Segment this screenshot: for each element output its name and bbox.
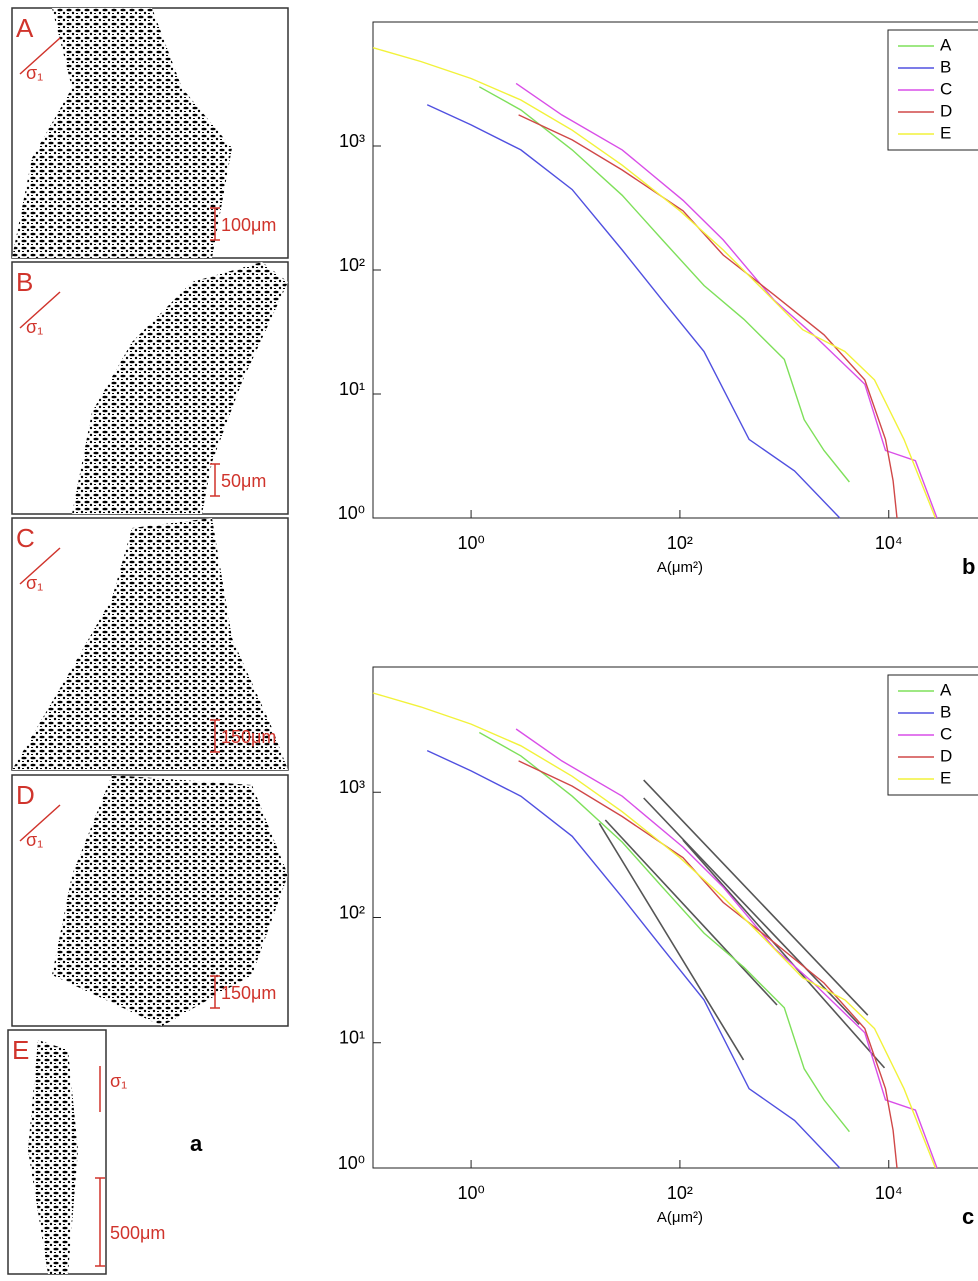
image-label: A (16, 13, 34, 43)
micrograph (28, 1040, 78, 1274)
image-label: E (12, 1035, 29, 1065)
legend-label: C (940, 724, 952, 743)
y-tick-label: 10³ (339, 131, 365, 151)
micrograph (72, 262, 288, 514)
image-label: B (16, 267, 33, 297)
series-line (426, 749, 841, 1169)
fit-line (682, 839, 886, 1069)
panel-label: a (190, 1131, 203, 1156)
stress-label: σ₁ (26, 317, 43, 337)
legend-label: A (940, 680, 952, 699)
series-line (372, 47, 937, 519)
series-line (478, 86, 850, 483)
y-tick-label: 10² (339, 902, 365, 922)
legend-label: C (940, 79, 952, 98)
series-line (372, 692, 937, 1169)
scale-label: 150μm (221, 983, 276, 1003)
scale-bar (210, 207, 220, 241)
stress-direction (19, 37, 61, 75)
fit-line (643, 797, 860, 1025)
micrograph (12, 518, 288, 770)
plot-frame (372, 666, 978, 1169)
y-tick-label: 10⁰ (338, 1153, 365, 1173)
y-tick-label: 10² (339, 255, 365, 275)
series-line (426, 104, 841, 519)
stress-direction (19, 804, 61, 842)
fit-line (598, 822, 745, 1061)
stress-label: σ₁ (26, 63, 43, 83)
stress-label: σ₁ (26, 573, 43, 593)
scale-label: 500μm (110, 1223, 165, 1243)
x-tick-label: 10⁴ (875, 1183, 903, 1203)
stress-label: σ₁ (26, 830, 43, 850)
image-label: C (16, 523, 35, 553)
legend-label: E (940, 768, 951, 787)
stress-label: σ₁ (110, 1071, 127, 1091)
y-tick-label: 10⁰ (338, 503, 365, 523)
legend-label: B (940, 57, 951, 76)
x-tick-label: 10² (667, 1183, 693, 1203)
series-line (518, 760, 898, 1169)
x-tick-label: 10⁰ (457, 533, 484, 553)
scale-bar (210, 463, 220, 497)
x-tick-label: 10² (667, 533, 693, 553)
x-tick-label: 10⁰ (457, 1183, 484, 1203)
scale-label: 150μm (221, 727, 276, 747)
panel-label: c (962, 1204, 974, 1229)
series-line (478, 731, 850, 1133)
legend-label: D (940, 101, 952, 120)
scale-bar (210, 975, 220, 1009)
legend-label: E (940, 123, 951, 142)
scale-bar (210, 719, 220, 753)
series-line (515, 82, 938, 519)
plot-frame (372, 21, 978, 519)
legend-label: D (940, 746, 952, 765)
x-axis-title: A(μm²) (657, 559, 703, 576)
stress-direction (19, 291, 61, 329)
y-tick-label: 10¹ (339, 379, 365, 399)
micrograph (52, 775, 288, 1026)
stress-direction (19, 547, 61, 585)
legend-label: B (940, 702, 951, 721)
micrograph (12, 8, 232, 258)
fit-line (643, 779, 869, 1016)
scale-bar (95, 1177, 105, 1267)
y-tick-label: 10¹ (339, 1028, 365, 1048)
image-label: D (16, 780, 35, 810)
scale-label: 100μm (221, 215, 276, 235)
series-line (515, 728, 938, 1169)
fit-line (604, 819, 778, 1006)
panel-label: b (962, 554, 975, 579)
legend-label: A (940, 35, 952, 54)
x-axis-title: A(μm²) (657, 1209, 703, 1226)
y-tick-label: 10³ (339, 777, 365, 797)
x-tick-label: 10⁴ (875, 533, 903, 553)
series-line (518, 114, 898, 519)
scale-label: 50μm (221, 471, 266, 491)
